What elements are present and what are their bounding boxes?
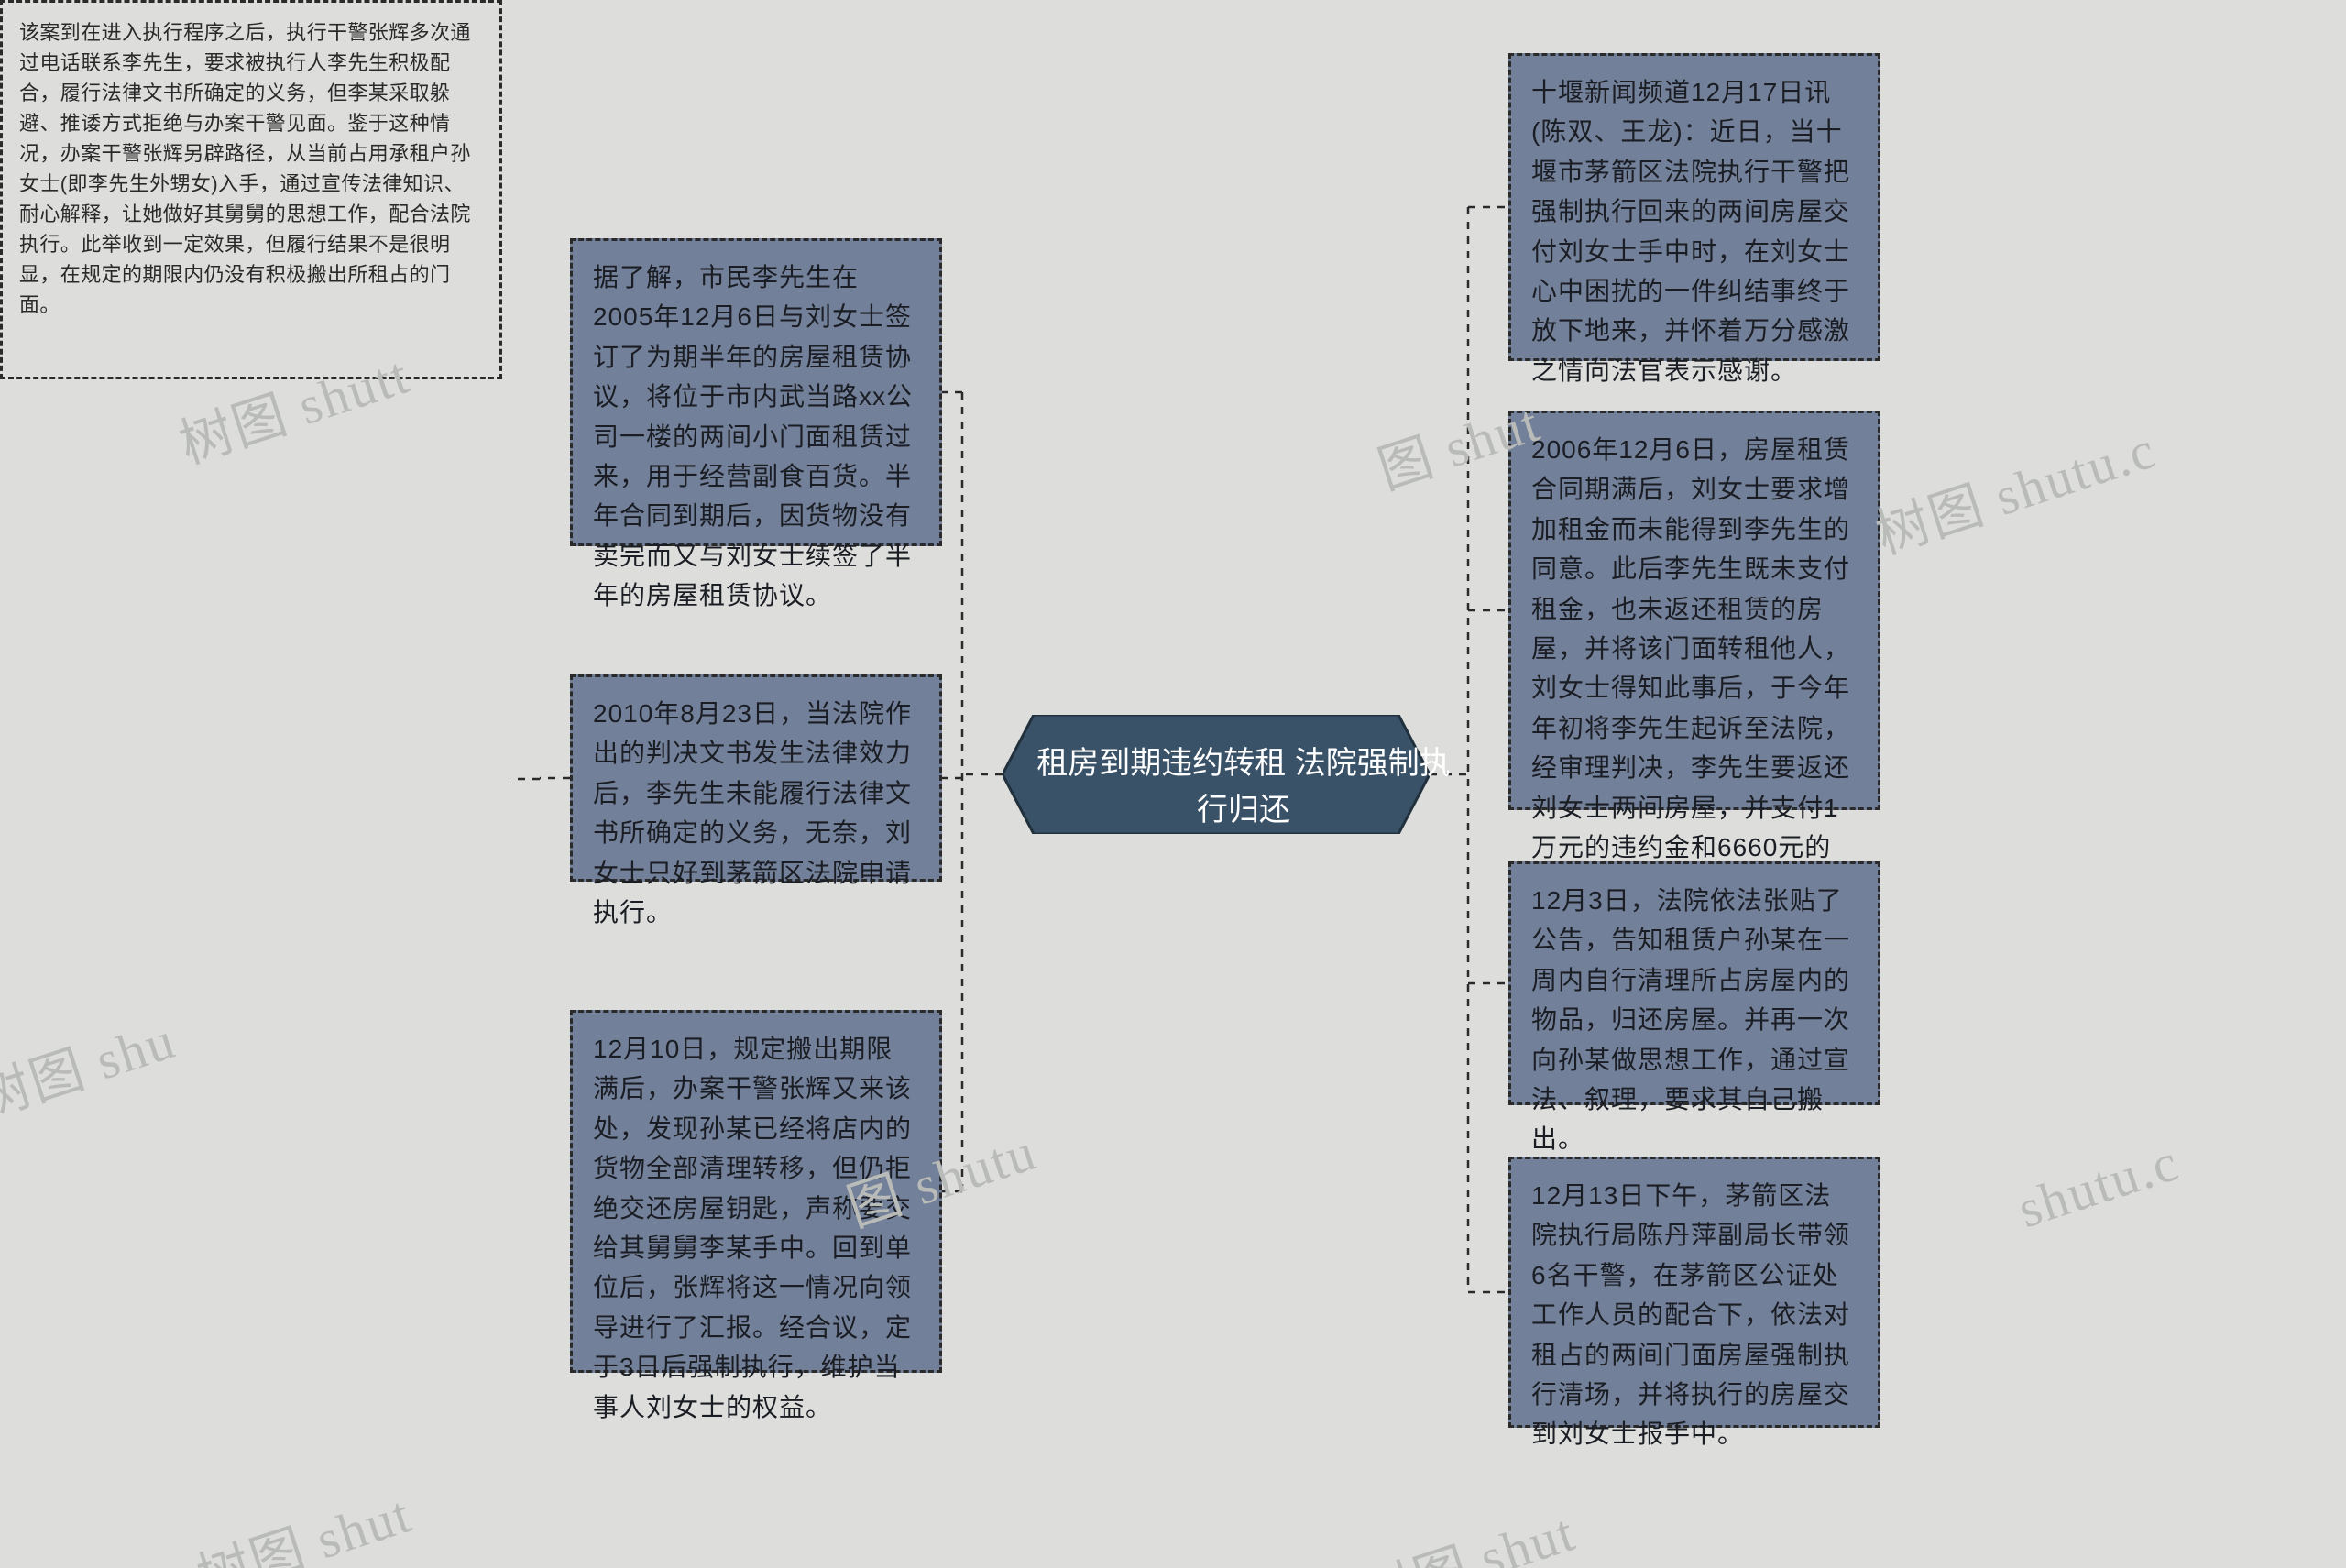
- right-node-1-text: 十堰新闻频道12月17日讯(陈双、王龙)：近日，当十堰市茅箭区法院执行干警把强制…: [1531, 78, 1850, 385]
- left-node-2-text: 2010年8月23日，当法院作出的判决文书发生法律效力后，李先生未能履行法律文书…: [593, 699, 912, 927]
- center-wrap: 租房到期违约转租 法院强制执行归还: [1003, 715, 1430, 834]
- right-node-2: 2006年12月6日，房屋租赁合同期满后，刘女士要求增加租金而未能得到李先生的同…: [1508, 411, 1880, 810]
- left-leaf-text: 该案到在进入执行程序之后，执行干警张辉多次通过电话联系李先生，要求被执行人李先生…: [19, 21, 471, 316]
- center-node-text: 租房到期违约转租 法院强制执行归还: [1030, 740, 1457, 834]
- watermark: 树图 shu: [0, 997, 184, 1134]
- left-node-1: 据了解，市民李先生在2005年12月6日与刘女士签订了为期半年的房屋租赁协议，将…: [570, 238, 942, 546]
- right-node-3-text: 12月3日，法院依法张贴了公告，告知租赁户孙某在一周内自行清理所占房屋内的物品，…: [1531, 886, 1850, 1153]
- right-node-4-text: 12月13日下午，茅箭区法院执行局陈丹萍副局长带领6名干警，在茅箭区公证处工作人…: [1531, 1181, 1850, 1448]
- watermark: 树图 shut: [1350, 1489, 1584, 1568]
- left-leaf-node: 该案到在进入执行程序之后，执行干警张辉多次通过电话联系李先生，要求被执行人李先生…: [0, 0, 502, 379]
- left-node-3: 12月10日，规定搬出期限满后，办案干警张辉又来该处，发现孙某已经将店内的货物全…: [570, 1010, 942, 1373]
- right-node-4: 12月13日下午，茅箭区法院执行局陈丹萍副局长带领6名干警，在茅箭区公证处工作人…: [1508, 1157, 1880, 1428]
- watermark: shutu.c: [2011, 1131, 2187, 1240]
- center-node: 租房到期违约转租 法院强制执行归还: [1003, 715, 1485, 860]
- left-node-2: 2010年8月23日，当法院作出的判决文书发生法律效力后，李先生未能履行法律文书…: [570, 674, 942, 882]
- left-node-1-text: 据了解，市民李先生在2005年12月6日与刘女士签订了为期半年的房屋租赁协议，将…: [593, 263, 913, 609]
- right-node-3: 12月3日，法院依法张贴了公告，告知租赁户孙某在一周内自行清理所占房屋内的物品，…: [1508, 861, 1880, 1105]
- watermark: 树图 shutu.c: [1865, 406, 2165, 569]
- mindmap-stage: { "canvas": { "width": 2560, "height": 1…: [0, 0, 2346, 1568]
- right-node-1: 十堰新闻频道12月17日讯(陈双、王龙)：近日，当十堰市茅箭区法院执行干警把强制…: [1508, 53, 1880, 361]
- watermark: 树图 shut: [186, 1471, 420, 1568]
- left-node-3-text: 12月10日，规定搬出期限满后，办案干警张辉又来该处，发现孙某已经将店内的货物全…: [593, 1035, 912, 1421]
- right-node-2-text: 2006年12月6日，房屋租赁合同期满后，刘女士要求增加租金而未能得到李先生的同…: [1531, 435, 1850, 901]
